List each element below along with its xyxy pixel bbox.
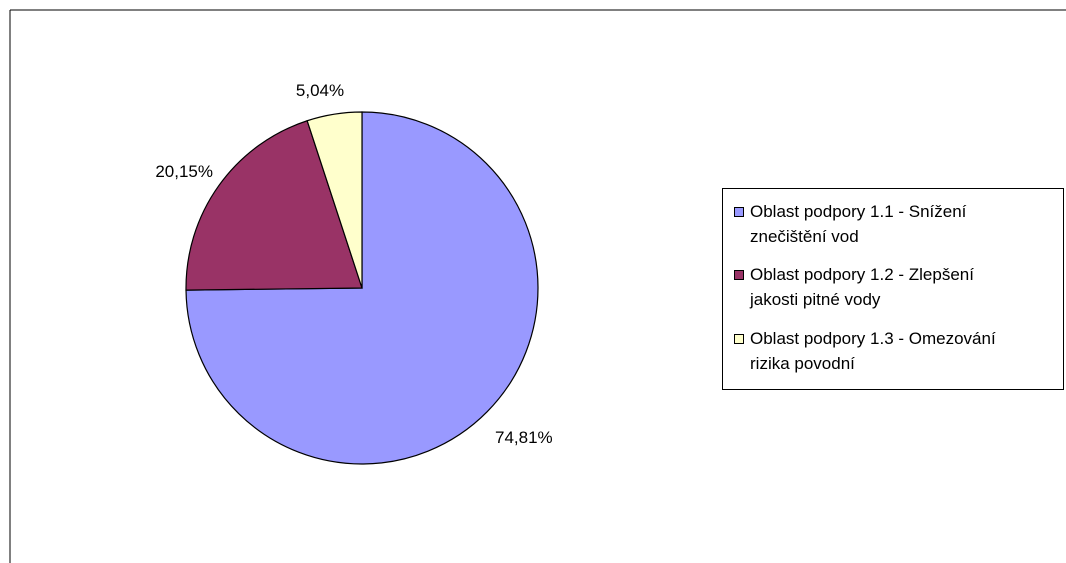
legend-label-1: Oblast podpory 1.1 - Snížení znečištění v…	[750, 202, 967, 246]
data-label-3: 5,04%	[296, 81, 344, 100]
pie-data-labels: 74,81% 20,15% 5,04%	[155, 81, 552, 447]
legend-swatch-2	[734, 270, 744, 280]
legend-label-3: Oblast podpory 1.3 - Omezování rizika pov…	[750, 329, 996, 373]
legend-swatch-1	[734, 207, 744, 217]
data-label-1: 74,81%	[495, 428, 553, 447]
pie-slice-2	[185, 119, 363, 291]
legend: Oblast podpory 1.1 - Snížení znečištění v…	[722, 188, 1064, 390]
pie-slices	[185, 111, 539, 465]
legend-label-2: Oblast podpory 1.2 - Zlepšení jakosti pit…	[750, 265, 974, 309]
data-label-2: 20,15%	[155, 162, 213, 181]
legend-swatch-3	[734, 334, 744, 344]
pie-slice-3	[306, 111, 363, 289]
